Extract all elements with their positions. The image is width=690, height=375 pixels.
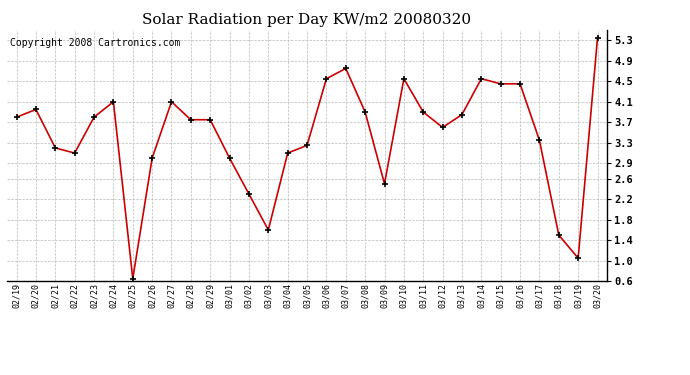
Title: Solar Radiation per Day KW/m2 20080320: Solar Radiation per Day KW/m2 20080320 — [143, 13, 471, 27]
Text: Copyright 2008 Cartronics.com: Copyright 2008 Cartronics.com — [10, 38, 180, 48]
